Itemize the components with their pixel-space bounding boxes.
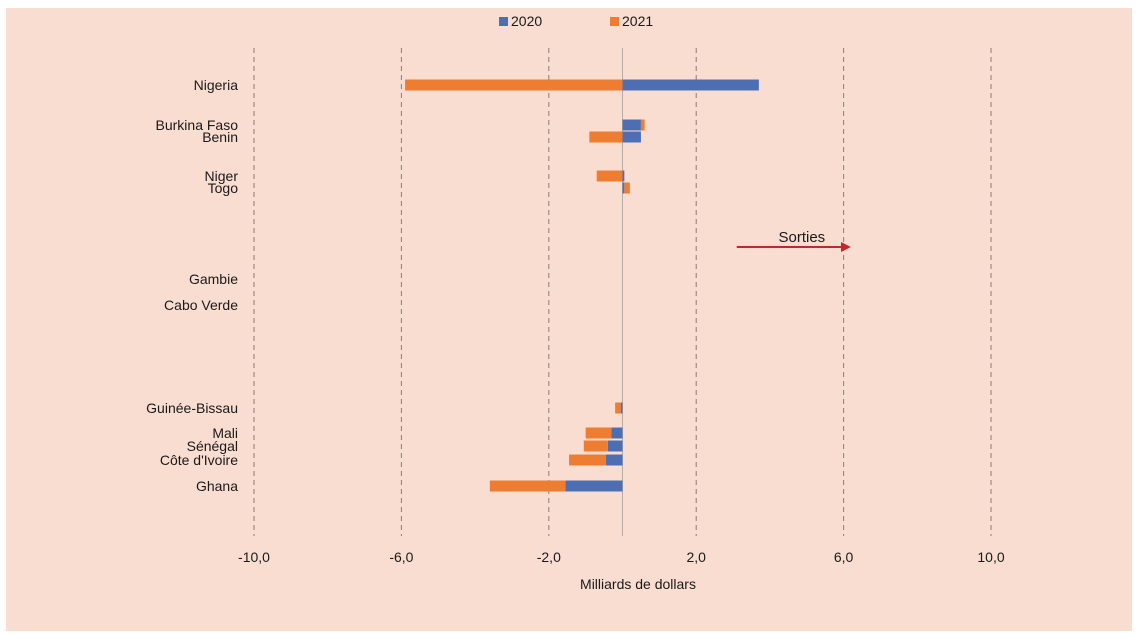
x-tick-label: -10,0 — [238, 549, 270, 565]
legend-label: 2020 — [511, 13, 542, 29]
bar-2021 — [583, 440, 608, 452]
arrow-head — [840, 242, 851, 252]
bar-2021 — [489, 480, 566, 492]
bar-2021 — [569, 454, 606, 466]
x-tick-label: -2,0 — [537, 549, 561, 565]
bars — [405, 79, 759, 492]
bar-2021 — [405, 79, 623, 91]
bar-2020 — [605, 454, 623, 466]
bar-2020 — [622, 170, 625, 182]
category-label: Burkina Faso — [156, 117, 239, 133]
bar-2020 — [622, 182, 625, 194]
bar-2020 — [622, 79, 759, 91]
bar-2021 — [640, 119, 645, 131]
bar-2021 — [615, 402, 621, 414]
category-label: Guinée-Bissau — [146, 400, 238, 416]
category-label: Gambie — [189, 271, 238, 287]
bar-2020 — [622, 131, 641, 143]
legend: 2020 2021 — [499, 13, 653, 29]
chart-panel: Nigeria Burkina Faso Benin Niger Togo Gambie C… — [6, 8, 1132, 631]
annotation-label: Sorties — [779, 229, 826, 246]
bar-2021 — [589, 131, 623, 143]
x-tick-labels: -10,0 -6,0 -2,0 2,0 6,0 10,0 — [238, 549, 1005, 565]
category-label: Ghana — [196, 478, 238, 494]
bar-2020 — [607, 440, 623, 452]
x-tick-label: 10,0 — [977, 549, 1004, 565]
bar-2020 — [620, 402, 623, 414]
category-label: Mali — [212, 425, 238, 441]
bar-2020 — [565, 480, 623, 492]
bar-2020 — [611, 427, 623, 439]
x-tick-label: 6,0 — [834, 549, 854, 565]
category-label: Benin — [202, 129, 238, 145]
annotation: Sorties — [736, 229, 851, 252]
legend-swatch — [610, 17, 619, 26]
x-axis-label: Milliards de dollars — [580, 576, 696, 592]
legend-label: 2021 — [622, 13, 653, 29]
category-label: Nigeria — [194, 77, 239, 93]
bar-2021 — [585, 427, 612, 439]
category-label: Cabo Verde — [164, 297, 238, 313]
bar-2021 — [624, 182, 630, 194]
category-label: Niger — [205, 168, 239, 184]
legend-swatch — [499, 17, 508, 26]
category-label: Togo — [208, 180, 239, 196]
chart-background — [6, 8, 1132, 631]
x-tick-label: 2,0 — [686, 549, 706, 565]
x-tick-label: -6,0 — [389, 549, 413, 565]
category-label: Sénégal — [187, 438, 238, 454]
bar-2020 — [622, 119, 641, 131]
bar-2021 — [596, 170, 623, 182]
category-label: Côte d'Ivoire — [160, 452, 238, 468]
